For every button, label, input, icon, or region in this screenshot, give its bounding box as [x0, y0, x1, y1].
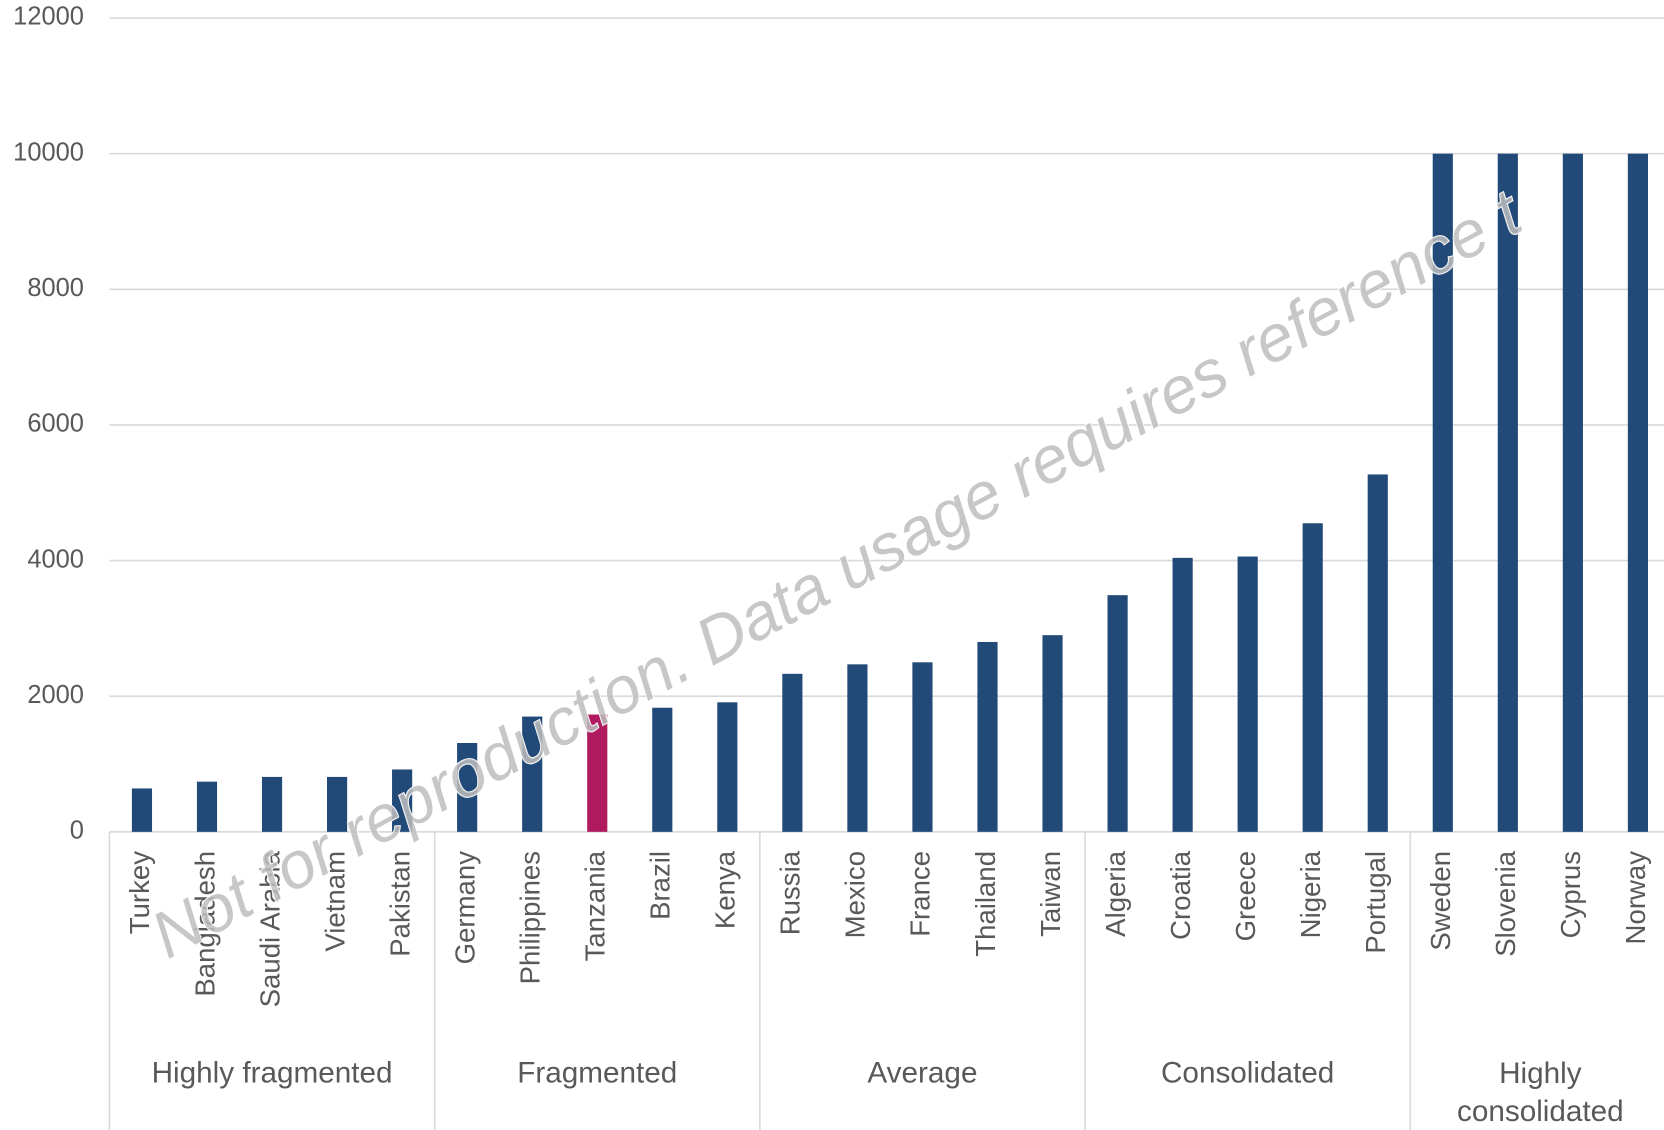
y-tick-label: 2000: [27, 681, 84, 709]
bar: [587, 714, 608, 832]
bar: [847, 664, 868, 832]
x-tick-label: Slovenia: [1490, 850, 1521, 956]
bar: [1562, 153, 1583, 832]
y-tick-label: 10000: [13, 138, 84, 166]
bar: [131, 788, 153, 832]
group-label-line: Highly: [1499, 1057, 1582, 1090]
x-tick-label: Thailand: [970, 851, 1001, 957]
bar: [1172, 557, 1193, 832]
x-tick-label: Norway: [1620, 851, 1651, 945]
bar: [1107, 595, 1128, 832]
x-tick-label: France: [905, 851, 936, 937]
x-tick-label: Algeria: [1100, 850, 1131, 937]
x-tick-label: Kenya: [710, 850, 741, 929]
y-tick-label: 8000: [27, 274, 84, 302]
x-tick-label: Taiwan: [1035, 851, 1066, 937]
x-tick-label: Vietnam: [319, 851, 350, 952]
y-tick-label: 12000: [13, 3, 84, 31]
bar: [392, 769, 413, 832]
x-tick-label: Croatia: [1165, 850, 1196, 940]
bar: [912, 662, 933, 832]
x-tick-label: Brazil: [645, 851, 676, 920]
bar: [327, 776, 348, 832]
y-tick-label: 6000: [27, 410, 84, 438]
x-tick-label: Saudi Arabia: [254, 850, 285, 1007]
x-tick-label: Philippines: [514, 851, 545, 984]
x-tick-label: Portugal: [1360, 851, 1391, 954]
x-tick-label: Bangladesh: [189, 851, 220, 997]
bar: [977, 641, 998, 832]
x-tick-label: Germany: [449, 851, 480, 965]
group-label: Highly consolidated: [1457, 1057, 1624, 1128]
bar: [1237, 556, 1258, 832]
group-label: Fragmented: [517, 1057, 677, 1090]
x-tick-label: Nigeria: [1295, 850, 1326, 938]
bar: [1497, 153, 1518, 832]
group-label: Average: [867, 1057, 977, 1090]
bar: [1302, 523, 1323, 832]
x-tick-label: Pakistan: [384, 851, 415, 957]
bar: [522, 716, 543, 832]
x-tick-label: Russia: [775, 850, 806, 935]
group-label: Consolidated: [1161, 1057, 1334, 1090]
x-tick-label: Sweden: [1425, 851, 1456, 951]
bar: [196, 781, 218, 832]
bar: [717, 702, 738, 832]
bar: [782, 673, 803, 832]
x-tick-label: Tanzania: [580, 850, 611, 961]
bar: [457, 743, 478, 832]
x-tick-label: Mexico: [840, 851, 871, 938]
x-tick-label: Greece: [1230, 851, 1261, 941]
bar: [1367, 474, 1388, 832]
x-tick-label: Cyprus: [1555, 851, 1586, 938]
group-label: Highly fragmented: [152, 1057, 393, 1090]
bar: [261, 776, 283, 832]
bar: [1042, 635, 1063, 832]
y-tick-label: 4000: [27, 545, 84, 573]
bar: [1432, 153, 1453, 832]
x-tick-label: Turkey: [124, 851, 155, 934]
bar: [1627, 153, 1648, 832]
group-label-line: consolidated: [1457, 1095, 1624, 1128]
y-tick-label: 0: [70, 817, 84, 845]
bar: [652, 707, 673, 832]
